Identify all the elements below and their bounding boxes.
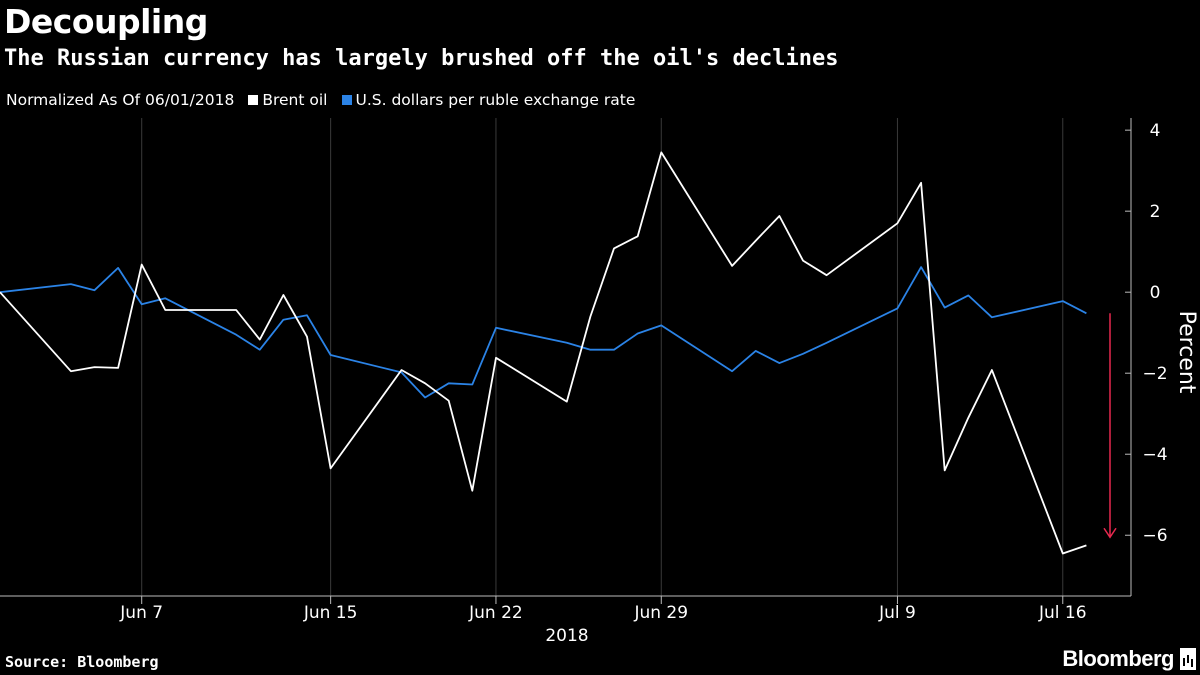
y-tick-label: 2 xyxy=(1150,202,1161,222)
series-lines xyxy=(0,151,1087,555)
x-tick-label: Jul 16 xyxy=(1038,603,1087,623)
annotations xyxy=(1103,313,1117,539)
series-line-brent-oil xyxy=(0,151,1087,555)
brand-logo: Bloomberg xyxy=(1062,646,1196,672)
legend-normalization-note: Normalized As Of 06/01/2018 xyxy=(6,91,235,109)
y-tick-label: 0 xyxy=(1150,283,1161,303)
legend-swatch-ruble xyxy=(341,95,352,105)
x-tick-label: Jun 15 xyxy=(303,603,358,623)
source-note: Source: Bloomberg xyxy=(5,653,159,671)
y-axis-label: Percent xyxy=(1174,311,1199,394)
legend-label-brent: Brent oil xyxy=(262,91,328,109)
x-tick-label: Jul 9 xyxy=(878,603,916,623)
chart-subtitle: The Russian currency has largely brushed… xyxy=(4,46,839,71)
y-tick-label: −6 xyxy=(1142,526,1167,546)
x-tick-label: Jun 29 xyxy=(633,603,688,623)
chart-title: Decoupling xyxy=(4,2,208,41)
x-tick-label: Jun 22 xyxy=(468,603,523,623)
decline-arrow-head xyxy=(1103,527,1117,539)
y-tick-label: −4 xyxy=(1142,445,1167,465)
legend-label-ruble: U.S. dollars per ruble exchange rate xyxy=(355,91,636,109)
y-tick-label: 4 xyxy=(1150,121,1161,141)
x-axis-label: 2018 xyxy=(545,626,588,646)
y-tick-label: −2 xyxy=(1142,364,1167,384)
brand-name: Bloomberg xyxy=(1062,646,1174,671)
legend-swatch-brent xyxy=(248,95,259,105)
gridlines xyxy=(141,118,1064,596)
x-tick-label: Jun 7 xyxy=(119,603,163,623)
series-line-usd-per-ruble xyxy=(0,266,1087,399)
axes xyxy=(0,118,1132,604)
bloomberg-terminal-icon xyxy=(1180,648,1196,670)
axis-labels: Jun 7 Jun 15 Jun 22 Jun 29 Jul 9 Jul 16 4 2 0 −2 −… xyxy=(119,121,1199,646)
legend: Normalized As Of 06/01/2018 Brent oil U.… xyxy=(6,90,635,110)
